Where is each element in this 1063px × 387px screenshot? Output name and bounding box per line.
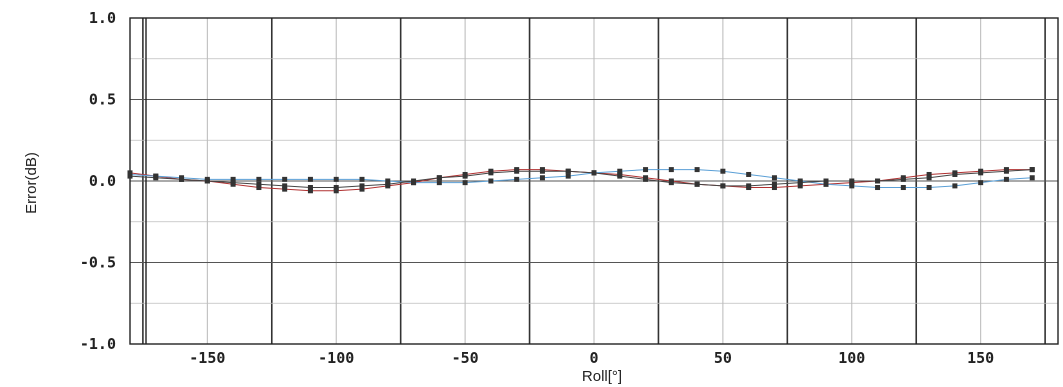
data-point (230, 176, 236, 182)
x-axis-label: Roll[°] (582, 368, 622, 385)
data-point (307, 176, 313, 182)
data-point (411, 178, 417, 184)
data-point (771, 185, 777, 191)
data-point (539, 168, 545, 174)
data-point (668, 180, 674, 186)
data-point (488, 170, 494, 176)
data-point (617, 168, 623, 174)
data-point (823, 178, 829, 184)
data-point (668, 167, 674, 173)
data-point (385, 181, 391, 187)
data-point (307, 188, 313, 194)
data-point (436, 175, 442, 181)
data-point (462, 180, 468, 186)
data-point (282, 186, 288, 192)
x-tick-label: 100 (838, 349, 865, 367)
data-point (720, 168, 726, 174)
grid-lines (129, 17, 1059, 345)
data-point (694, 181, 700, 187)
data-point (617, 173, 623, 179)
data-point (539, 175, 545, 181)
series-line (129, 169, 1033, 189)
series-layer (127, 167, 1035, 194)
x-tick-label: -100 (318, 349, 354, 367)
data-point (875, 178, 881, 184)
data-point (746, 171, 752, 177)
data-point (771, 181, 777, 187)
data-point (720, 183, 726, 189)
data-point (875, 185, 881, 191)
data-point (127, 173, 133, 179)
data-point (900, 185, 906, 191)
data-point (359, 176, 365, 182)
data-point (333, 185, 339, 191)
data-point (797, 183, 803, 189)
data-point (771, 175, 777, 181)
data-point (256, 181, 262, 187)
data-point (153, 175, 159, 181)
data-point (565, 168, 571, 174)
data-point (643, 167, 649, 173)
data-point (978, 180, 984, 186)
data-point (926, 175, 932, 181)
data-point (256, 185, 262, 191)
data-point (1003, 176, 1009, 182)
data-point (746, 183, 752, 189)
data-point (926, 171, 932, 177)
data-point (952, 171, 958, 177)
x-tick-label: -50 (452, 349, 479, 367)
data-point (1029, 167, 1035, 173)
data-point (333, 176, 339, 182)
data-point (230, 180, 236, 186)
x-tick-label: 150 (967, 349, 994, 367)
data-point (514, 168, 520, 174)
data-point (256, 176, 262, 182)
data-point (926, 185, 932, 191)
y-tick-label: 1.0 (89, 9, 116, 27)
data-point (204, 178, 210, 184)
data-point (823, 181, 829, 187)
data-point (333, 188, 339, 194)
y-axis-label: Error(dB) (23, 152, 40, 214)
data-point (385, 178, 391, 184)
series-2 (127, 167, 1035, 191)
data-point (849, 183, 855, 189)
plot-border (129, 17, 1059, 345)
x-tick-label: -150 (189, 349, 225, 367)
data-point (488, 178, 494, 184)
data-point (282, 176, 288, 182)
data-point (179, 176, 185, 182)
data-point (359, 186, 365, 192)
data-point (643, 176, 649, 182)
data-point (694, 167, 700, 173)
data-point (307, 185, 313, 191)
data-point (849, 178, 855, 184)
data-point (282, 183, 288, 189)
data-point (1029, 175, 1035, 181)
data-point (514, 176, 520, 182)
data-point (978, 170, 984, 176)
y-tick-label: -1.0 (80, 335, 116, 353)
series-line (129, 169, 1033, 189)
tick-labels: -150 -100 -50 0 50 100 150 1.0 0.5 0.0 -0.5 -1.0 (80, 9, 994, 367)
y-tick-label: 0.0 (89, 172, 116, 190)
y-tick-label: -0.5 (80, 254, 116, 272)
x-tick-label: 50 (714, 349, 732, 367)
x-tick-label: 0 (589, 349, 598, 367)
y-tick-label: 0.5 (89, 91, 116, 109)
data-point (952, 183, 958, 189)
data-point (900, 176, 906, 182)
data-point (1003, 168, 1009, 174)
data-point (436, 180, 442, 186)
data-point (462, 173, 468, 179)
data-point (359, 183, 365, 189)
data-point (797, 180, 803, 186)
data-point (591, 170, 597, 176)
data-point (565, 173, 571, 179)
